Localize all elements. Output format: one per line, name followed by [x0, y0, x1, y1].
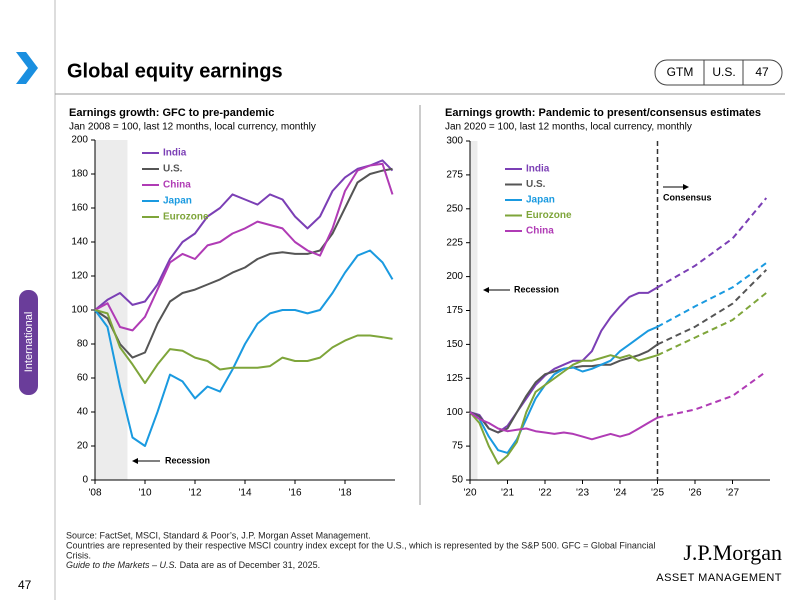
legend-label: Japan [163, 196, 192, 207]
series-line [94, 167, 393, 359]
legend-label: India [163, 148, 187, 159]
x-tick-label: '22 [538, 488, 551, 499]
badge: 47 [755, 65, 769, 79]
footer-note: Countries are represented by their respe… [66, 540, 655, 550]
annotation: Consensus [663, 192, 712, 202]
y-tick-label: 225 [446, 237, 463, 248]
side-tab-label: International [23, 312, 35, 373]
footer-date-text: Data are as of December 31, 2025. [180, 560, 321, 570]
y-tick-label: 300 [446, 136, 463, 147]
footer-guide: Guide to the Markets – U.S. [66, 560, 177, 570]
x-tick-label: '12 [188, 488, 201, 499]
x-tick-label: '23 [576, 488, 589, 499]
recession-band [470, 141, 478, 480]
x-tick-label: '08 [88, 488, 101, 499]
y-tick-label: 200 [446, 271, 463, 282]
chart-title: Earnings growth: Pandemic to present/con… [445, 107, 761, 119]
y-tick-label: 100 [446, 407, 463, 418]
legend-label: U.S. [526, 179, 546, 190]
x-tick-label: '20 [463, 488, 476, 499]
y-tick-label: 75 [452, 441, 464, 452]
y-tick-label: 160 [71, 203, 88, 214]
series-line [469, 286, 659, 434]
y-tick-label: 20 [77, 441, 89, 452]
footer-source: Source: FactSet, MSCI, Standard & Poor’s… [66, 530, 371, 540]
logo-name: J.P.Morgan [683, 540, 782, 565]
chart-subtitle: Jan 2020 = 100, last 12 months, local cu… [445, 122, 692, 133]
y-tick-label: 275 [446, 170, 463, 181]
legend-label: India [526, 164, 550, 175]
series-line [469, 343, 659, 434]
y-tick-label: 250 [446, 203, 463, 214]
page-number: 47 [18, 578, 32, 592]
x-tick-label: '21 [501, 488, 514, 499]
logo-tagline: ASSET MANAGEMENT [656, 572, 782, 584]
series-line [469, 411, 658, 441]
x-tick-label: '16 [288, 488, 301, 499]
series-line [94, 162, 394, 332]
legend-label: U.S. [163, 164, 183, 175]
chevron-icon [16, 52, 38, 84]
series-line [469, 354, 658, 465]
y-tick-label: 40 [77, 407, 89, 418]
x-tick-label: '26 [688, 488, 701, 499]
x-tick-label: '25 [651, 488, 664, 499]
badges: GTM U.S. 47 [654, 59, 783, 86]
badge-frame [654, 59, 783, 86]
footer-note: Crisis. [66, 550, 91, 560]
y-tick-label: 50 [452, 475, 464, 486]
legend-label: China [163, 180, 191, 191]
legend-label: Eurozone [163, 212, 209, 223]
x-tick-label: '14 [238, 488, 251, 499]
footer-date: Guide to the Markets – U.S. Data are as … [66, 560, 320, 570]
annotation: Recession [165, 455, 210, 465]
estimate-line [657, 197, 768, 289]
y-tick-label: 0 [82, 475, 88, 486]
side-tab [19, 290, 38, 395]
y-tick-label: 150 [446, 339, 463, 350]
series-line [94, 159, 394, 311]
estimate-line [657, 370, 767, 419]
y-tick-label: 200 [71, 135, 88, 146]
y-tick-label: 125 [446, 373, 463, 384]
y-tick-label: 80 [77, 339, 89, 350]
annotation: Recession [514, 284, 559, 294]
badge: U.S. [712, 65, 735, 79]
series-line [94, 249, 394, 447]
x-tick-label: '10 [138, 488, 151, 499]
chart-subtitle: Jan 2008 = 100, last 12 months, local cu… [69, 122, 316, 133]
chart-title: Earnings growth: GFC to pre-pandemic [69, 107, 274, 119]
y-tick-label: 60 [77, 373, 89, 384]
estimate-line [657, 292, 767, 357]
estimate-line [657, 269, 768, 346]
legend-label: China [526, 226, 554, 237]
y-tick-label: 100 [71, 305, 88, 316]
x-tick-label: '27 [726, 488, 739, 499]
legend-label: Japan [526, 195, 555, 206]
y-tick-label: 180 [71, 169, 88, 180]
y-tick-label: 140 [71, 237, 88, 248]
x-tick-label: '18 [338, 488, 351, 499]
page-title: Global equity earnings [67, 60, 283, 82]
series-line [469, 325, 658, 454]
y-tick-label: 175 [446, 305, 463, 316]
y-tick-label: 120 [71, 271, 88, 282]
badge: GTM [667, 65, 694, 79]
x-tick-label: '24 [613, 488, 626, 499]
estimate-line [657, 262, 767, 328]
legend-label: Eurozone [526, 210, 572, 221]
series-line [94, 309, 393, 385]
